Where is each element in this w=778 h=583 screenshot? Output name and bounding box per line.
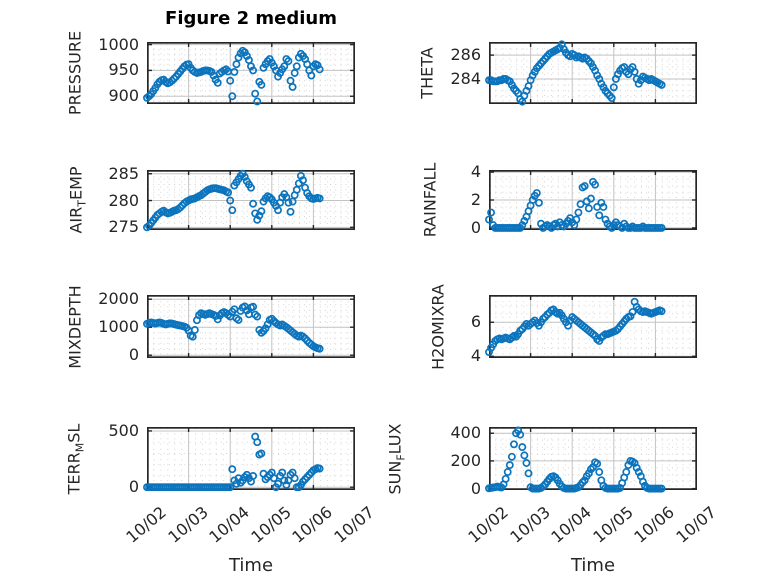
x-tick-label: 10/02	[122, 502, 170, 547]
axis-ticks	[148, 171, 354, 229]
x-tick-label: 10/02	[464, 502, 512, 547]
axis-ticks	[148, 43, 354, 103]
plot-frame	[489, 427, 698, 490]
scatter-markers	[143, 432, 324, 492]
y-axis-label-subscript: F	[394, 453, 408, 461]
y-axis-label-text: RAINFALL	[420, 162, 440, 238]
subplot-theta: 284 286 THETA	[417, 40, 698, 106]
plot-frame	[489, 295, 698, 358]
y-tick-label: 950	[108, 60, 139, 80]
scatter-markers	[143, 302, 324, 353]
plot-area	[143, 169, 356, 232]
x-tick-label: 10/03	[505, 502, 554, 547]
y-tick-label: 0	[470, 217, 481, 237]
x-tick-label: 10/04	[205, 502, 254, 547]
y-tick-label: 286	[450, 45, 481, 65]
y-axis-label: SUNFLUX	[385, 423, 408, 494]
subplot-sun_flux: 0 200 400 SUNFLUX 10/02 10/03 10/04 10/05 10/06 1…	[385, 423, 720, 547]
y-tick-label: 6	[470, 312, 481, 332]
scatter-markers	[485, 426, 666, 493]
y-tick-label: 200	[450, 450, 481, 470]
y-axis-label: MIXDEPTH	[65, 284, 86, 369]
y-tick-label: 1000	[98, 317, 139, 337]
scatter-markers	[485, 40, 666, 106]
scatter-markers	[485, 177, 666, 232]
plot-area	[485, 295, 698, 358]
y-axis-label-subscript: M	[73, 442, 87, 452]
y-tick-label: 0	[128, 477, 139, 497]
x-tick-label: 10/06	[288, 502, 337, 547]
scatter-markers	[143, 169, 324, 232]
plot-frame	[147, 427, 356, 490]
x-tick-label: 10/07	[330, 502, 378, 547]
y-tick-label: 284	[450, 68, 481, 88]
y-axis-label: AIRTEMP	[66, 166, 89, 234]
x-axis-label-left: Time	[228, 555, 274, 576]
y-axis-label: H2OMIXRA	[428, 283, 449, 370]
y-axis-label-subscript: T	[75, 200, 89, 207]
x-tick-label: 10/04	[547, 502, 596, 547]
major-grid	[148, 428, 354, 489]
plot-frame	[147, 42, 356, 104]
x-tick-label: 10/06	[630, 502, 679, 547]
scatter-markers	[485, 297, 666, 356]
y-tick-label: 4	[470, 346, 481, 366]
plot-frame	[489, 170, 698, 230]
y-tick-label: 400	[450, 423, 481, 443]
axis-ticks	[490, 43, 696, 103]
y-tick-label: 500	[108, 420, 139, 440]
y-tick-label: 2000	[98, 289, 139, 309]
plot-frame	[489, 42, 698, 104]
plot-area	[485, 40, 698, 106]
y-axis-label: RAINFALL	[420, 162, 441, 238]
subplot-air_temp: 275 280 285 AIRTEMP	[66, 165, 356, 235]
minor-grid	[490, 428, 696, 489]
y-axis-label-text: SUN	[385, 460, 405, 494]
axis-ticks	[490, 296, 696, 357]
figure-title: Figure 2 medium	[165, 8, 337, 29]
subplot-pressure: 900 950 1000 PRESSURE	[65, 31, 356, 115]
y-axis-label-text: PRESSURE	[65, 30, 85, 116]
y-tick-label: 900	[108, 86, 139, 106]
y-tick-label: 275	[108, 217, 139, 237]
y-axis-label-text: EMP	[66, 166, 86, 201]
y-axis-label-text: MIXDEPTH	[65, 284, 85, 369]
y-axis-label-text: H2OMIXRA	[428, 283, 448, 370]
plot-frame	[147, 170, 356, 230]
y-axis-label-text: TERR	[64, 451, 84, 494]
y-axis-label-text: THETA	[417, 47, 437, 99]
subplot-h2omixra: 4 6 H2OMIXRA	[428, 284, 698, 369]
x-tick-label: 10/03	[163, 502, 212, 547]
x-tick-label: 10/05	[247, 502, 295, 547]
y-axis-label-text: SL	[64, 423, 84, 443]
y-tick-label: 4	[470, 162, 481, 182]
scatter-markers	[143, 46, 324, 106]
x-tick-label: 10/05	[589, 502, 637, 547]
subplot-mixdepth: 0 1000 2000 MIXDEPTH	[65, 285, 356, 368]
plot-area	[143, 42, 356, 106]
y-tick-label: 2	[470, 190, 481, 209]
y-axis-label: PRESSURE	[65, 30, 86, 116]
minor-grid	[490, 171, 696, 229]
plot-area	[485, 170, 698, 232]
y-axis-label: THETA	[417, 47, 438, 99]
y-tick-label: 0	[128, 345, 139, 365]
x-axis-label-right: Time	[570, 555, 616, 576]
y-axis-label-text: LUX	[385, 423, 405, 454]
plot-area	[143, 427, 356, 492]
subplot-rainfall: 0 2 4 RAINFALL	[420, 163, 698, 237]
x-tick-label: 10/07	[672, 502, 720, 547]
subplot-terr_msl: 0 500 TERRMSL 10/02 10/03 10/04 10/05 10/06 10/0…	[64, 422, 378, 546]
y-axis-label-text: AIR	[66, 206, 86, 234]
y-tick-label: 285	[108, 163, 139, 183]
minor-grid	[148, 43, 354, 103]
y-tick-label: 0	[470, 478, 481, 498]
plot-area	[143, 295, 356, 358]
y-tick-label: 280	[108, 190, 139, 210]
plot-area	[485, 426, 698, 493]
y-axis-label: TERRMSL	[64, 423, 87, 494]
y-tick-label: 1000	[98, 34, 139, 54]
